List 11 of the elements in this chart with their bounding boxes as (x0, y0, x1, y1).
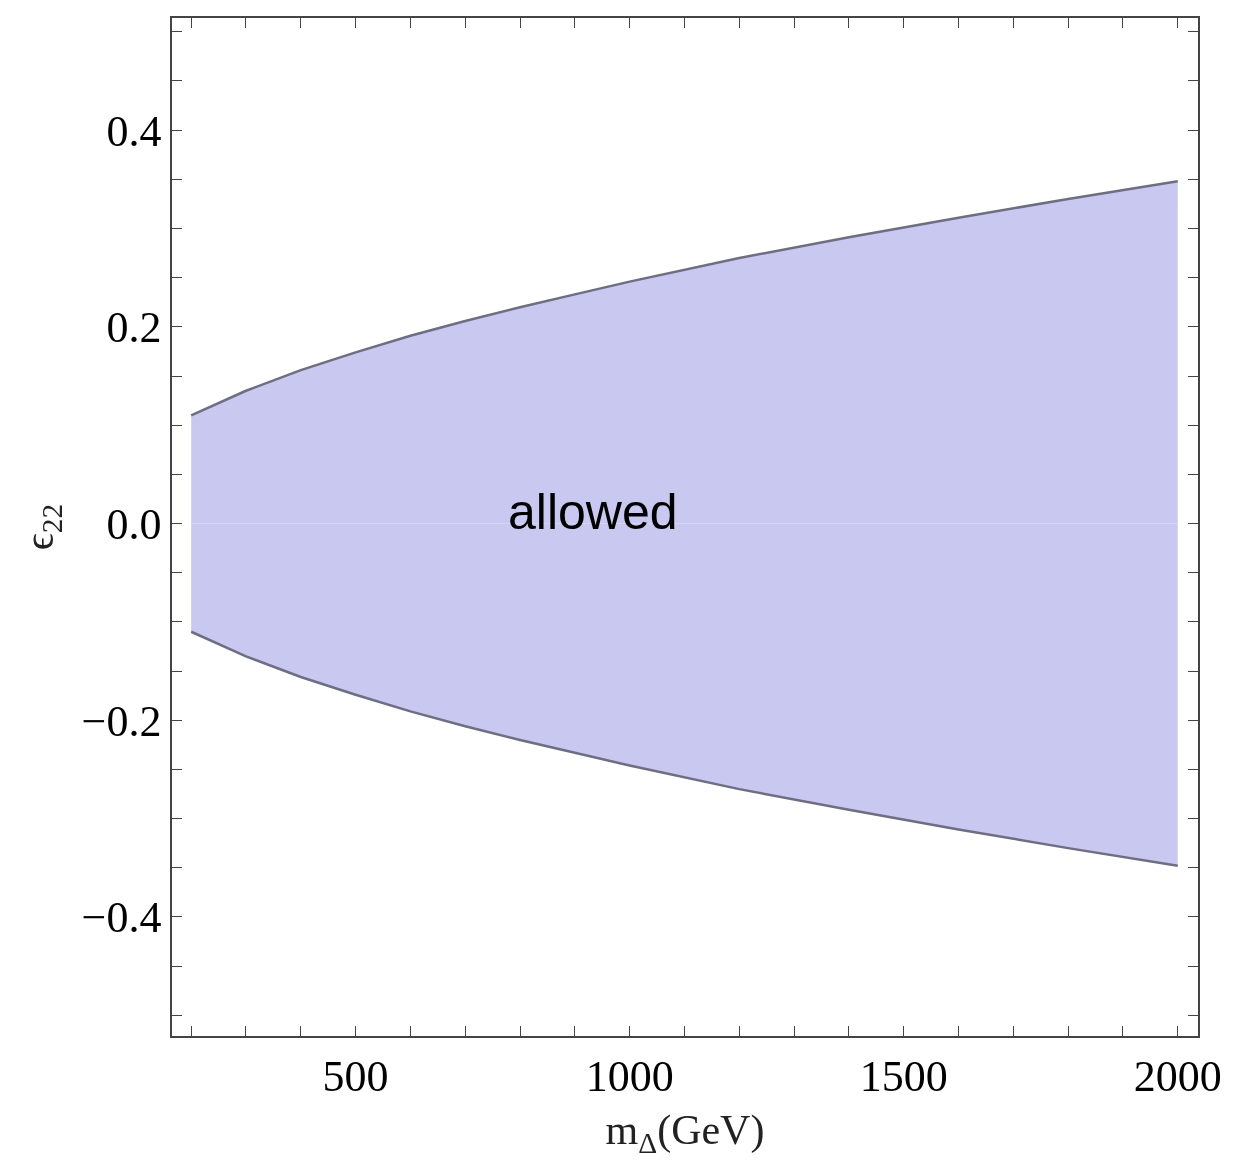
x-tick-label: 2000 (1133, 1051, 1222, 1101)
x-tick-label: 1500 (859, 1051, 948, 1101)
annotation: allowed (508, 484, 678, 540)
y-tick-label: 0.0 (106, 499, 162, 549)
y-tick-label: −0.4 (81, 893, 162, 943)
x-tick-label: 1000 (585, 1051, 674, 1101)
y-tick-label: 0.4 (106, 106, 162, 156)
x-tick-label: 500 (322, 1051, 389, 1101)
y-tick-label: −0.2 (81, 696, 162, 746)
x-axis-title: m$_{Δ}$(GeV) (605, 1106, 765, 1159)
y-tick-label: 0.2 (106, 303, 162, 353)
